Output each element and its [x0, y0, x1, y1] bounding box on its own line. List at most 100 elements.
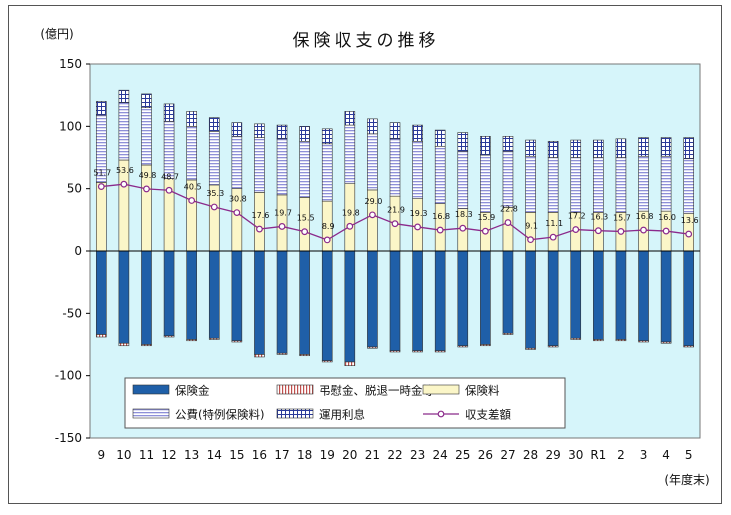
- bar-unyo: [163, 103, 175, 122]
- x-tick-label: 28: [523, 448, 538, 462]
- bar-kohi: [321, 143, 333, 202]
- data-label: 35.3: [206, 189, 224, 198]
- balance-point: [436, 226, 444, 234]
- bar-hokenkin: [141, 250, 152, 345]
- data-label: 15.9: [477, 213, 495, 222]
- balance-point: [301, 228, 309, 236]
- bar-kohi: [480, 154, 491, 213]
- bar-kohi: [683, 158, 695, 214]
- bar-kohi: [570, 157, 582, 213]
- bar-hokenkin: [321, 250, 333, 362]
- x-tick-label: 29: [546, 448, 561, 462]
- bar-hokenkin: [502, 250, 514, 334]
- bar-kohi: [367, 133, 378, 191]
- bar-hokenkin: [95, 250, 107, 335]
- x-tick-label: 30: [568, 448, 583, 462]
- data-label: 13.6: [681, 216, 699, 225]
- data-label: 53.6: [116, 166, 134, 175]
- legend-swatch-marker: [437, 410, 445, 418]
- balance-point: [256, 225, 263, 233]
- bar-kohi: [344, 124, 356, 184]
- x-tick-label: 25: [455, 448, 470, 462]
- bar-unyo: [118, 89, 130, 103]
- x-tick-label: 16: [252, 448, 267, 462]
- bar-unyo: [95, 101, 107, 116]
- legend-label: 弔慰金、脱退一時金等: [319, 384, 434, 398]
- y-unit-label: (億円): [40, 27, 73, 41]
- legend-label: 公費(特例保険料): [175, 408, 264, 422]
- balance-point: [391, 220, 399, 228]
- bar-hokenkin: [389, 250, 401, 352]
- bar-hokenkin: [254, 250, 265, 355]
- bar-kohi: [615, 157, 627, 213]
- bar-unyo: [660, 137, 672, 157]
- x-tick-label: 15: [229, 448, 244, 462]
- x-tick-label: 17: [274, 448, 289, 462]
- bar-kohi: [457, 150, 469, 209]
- bar-unyo: [367, 118, 378, 135]
- bar-hokenkin: [615, 250, 627, 340]
- x-tick-label: 22: [387, 448, 402, 462]
- bar-kohi: [412, 140, 423, 199]
- bar-choikin: [457, 345, 469, 348]
- legend-label: 保険料: [465, 384, 500, 398]
- balance-point: [481, 227, 489, 235]
- bar-kohi: [276, 138, 288, 196]
- x-tick-label: 19: [320, 448, 335, 462]
- data-label: 19.7: [274, 208, 292, 217]
- x-tick-label: 18: [297, 448, 312, 462]
- bar-hokenkin: [683, 250, 695, 347]
- bar-choikin: [434, 350, 446, 353]
- data-label: 48.7: [161, 172, 179, 181]
- bar-unyo: [547, 140, 559, 158]
- legend-label: 保険金: [175, 384, 210, 398]
- x-tick-label: 5: [685, 448, 693, 462]
- y-tick-label: -100: [55, 369, 82, 383]
- x-tick-label: 2: [617, 448, 625, 462]
- bar-unyo: [593, 139, 604, 158]
- balance-point: [233, 209, 241, 217]
- bar-choikin: [615, 339, 627, 342]
- bar-choikin: [344, 361, 356, 366]
- bar-kohi: [547, 157, 559, 213]
- x-tick-label: 10: [116, 448, 131, 462]
- data-label: 16.8: [636, 212, 654, 221]
- bar-hokenryo: [95, 182, 107, 252]
- data-label: 16.0: [658, 213, 676, 222]
- bar-kohi: [186, 126, 197, 181]
- balance-point: [459, 224, 467, 232]
- bar-unyo: [615, 138, 627, 158]
- bar-hokenkin: [344, 250, 356, 363]
- bar-unyo: [480, 136, 491, 156]
- bar-kohi: [163, 121, 175, 179]
- x-tick-label: 20: [342, 448, 357, 462]
- data-label: 51.7: [93, 169, 111, 178]
- x-tick-label: 12: [161, 448, 176, 462]
- bar-choikin: [231, 340, 243, 343]
- bar-choikin: [638, 340, 649, 343]
- bar-choikin: [660, 341, 672, 344]
- bar-hokenkin: [547, 250, 559, 347]
- bar-choikin: [118, 342, 130, 347]
- balance-point: [346, 222, 354, 230]
- bar-choikin: [208, 337, 220, 340]
- bar-kohi: [525, 155, 536, 213]
- x-tick-label: 26: [478, 448, 493, 462]
- x-tick-label: 23: [410, 448, 425, 462]
- balance-point: [572, 226, 580, 233]
- balance-point: [504, 219, 512, 226]
- bar-hokenkin: [118, 250, 130, 344]
- data-label: 21.9: [387, 206, 405, 215]
- bar-unyo: [683, 137, 695, 160]
- x-tick-label: 14: [207, 448, 222, 462]
- legend-swatch: [132, 384, 170, 395]
- bar-choikin: [412, 350, 423, 353]
- bar-unyo: [141, 93, 152, 108]
- x-unit-label: (年度末): [664, 472, 709, 487]
- bar-unyo: [570, 139, 582, 158]
- balance-point: [594, 227, 602, 235]
- balance-point: [210, 203, 218, 211]
- balance-point: [323, 236, 331, 244]
- bar-kohi: [660, 155, 672, 212]
